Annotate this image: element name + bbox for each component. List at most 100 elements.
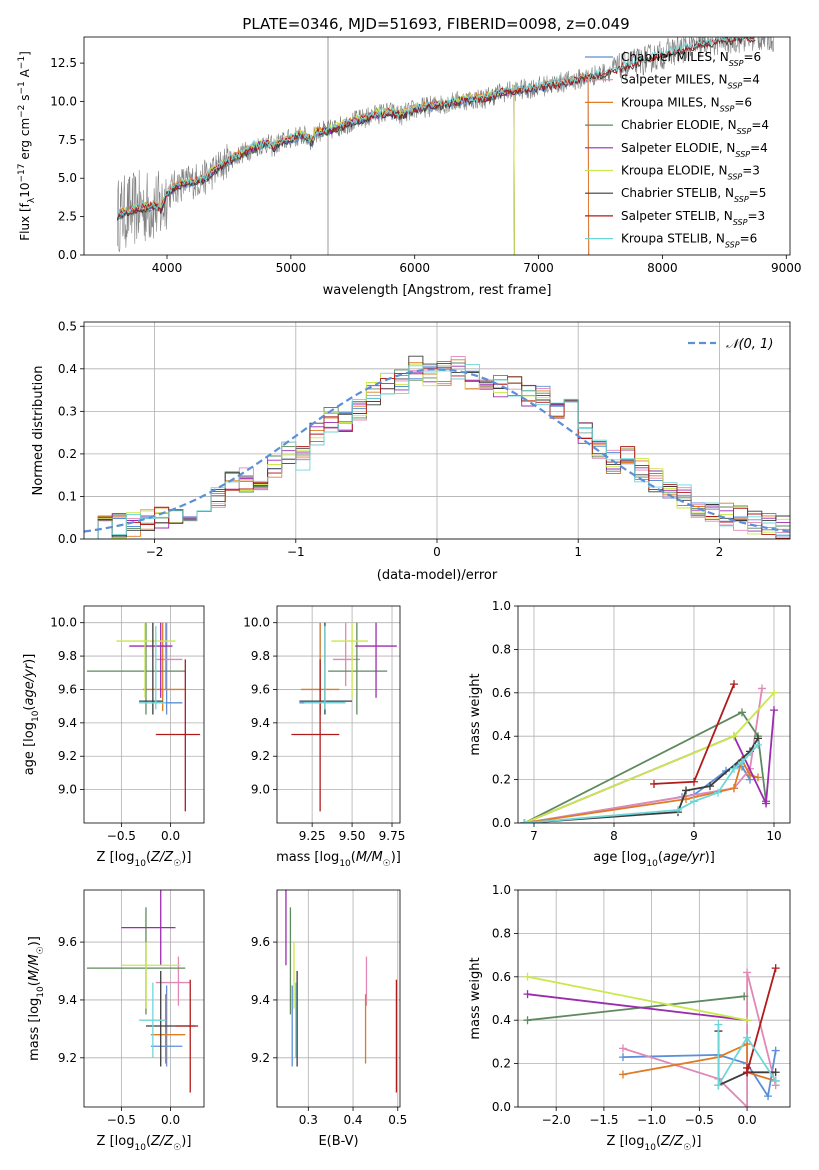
legend-entry: Kroupa MILES, NSSP=6 bbox=[621, 95, 752, 113]
label-part: Z [log bbox=[97, 850, 135, 865]
legend-entry: Salpeter ELODIE, NSSP=4 bbox=[621, 141, 768, 159]
x-tick-label: 0.4 bbox=[343, 1113, 362, 1127]
legend-text: Kroupa STELIB, N bbox=[621, 232, 725, 246]
legend-text: Chabrier ELODIE, N bbox=[621, 118, 737, 132]
y-tick-label: 2.5 bbox=[58, 210, 77, 224]
label-part: ( bbox=[658, 850, 663, 865]
x-tick-label: 2 bbox=[716, 545, 724, 559]
axes: −0.5 0.0 9.2 9.4 9.6 bbox=[58, 889, 205, 1127]
axes-frame bbox=[517, 889, 791, 1108]
y-tick-label: 7.5 bbox=[58, 133, 77, 147]
x-axis-label: mass [log10(M/M☉)] bbox=[276, 850, 401, 869]
y-tick-label: 0.5 bbox=[58, 319, 77, 333]
mass-weight-marker bbox=[771, 964, 780, 973]
mass-weight-marker bbox=[771, 1046, 780, 1055]
y-axis-label: Normed distribution bbox=[31, 366, 46, 496]
mass-weight-marker bbox=[682, 786, 690, 795]
label-part: 10 bbox=[31, 710, 41, 722]
grid bbox=[84, 606, 204, 823]
y-tick-label: 12.5 bbox=[50, 56, 77, 70]
y-tick-label: 0.2 bbox=[492, 1057, 511, 1071]
plot-area bbox=[520, 680, 778, 823]
label-part: ( bbox=[22, 706, 37, 711]
x-axis-label: Z [log10(Z/Z☉)] bbox=[607, 1134, 702, 1153]
label-part: )] bbox=[705, 850, 715, 865]
y-tick-label: 9.2 bbox=[58, 1051, 77, 1065]
y-tick-label: 0.8 bbox=[492, 926, 511, 940]
mass-weight-marker bbox=[743, 1033, 752, 1042]
legend-entry: Chabrier STELIB, NSSP=5 bbox=[621, 186, 766, 204]
mass-weight-marker bbox=[523, 972, 532, 981]
model-spectrum-line bbox=[116, 37, 753, 218]
label-part: ☉ bbox=[173, 1143, 181, 1153]
label-part: Z/Z bbox=[660, 1134, 684, 1149]
x-tick-label: −1 bbox=[287, 545, 305, 559]
legend-entry-normal: 𝒩(0, 1) bbox=[726, 337, 773, 352]
plot-area bbox=[84, 355, 790, 539]
y-tick-label: 0.1 bbox=[58, 489, 77, 503]
mass-weight-line bbox=[527, 995, 745, 1022]
y-tick-label: 9.2 bbox=[251, 1051, 270, 1065]
axes-frame bbox=[83, 36, 791, 256]
legend-text: Salpeter STELIB, N bbox=[621, 209, 733, 223]
label-part: )] bbox=[391, 850, 401, 865]
y-tick-label: 9.6 bbox=[58, 682, 77, 696]
legend-text: =6 bbox=[734, 95, 752, 109]
x-tick-label: 8000 bbox=[647, 261, 678, 275]
x-axis-label: Z [log10(Z/Z☉)] bbox=[97, 850, 192, 869]
y-axis-label-part: −2 bbox=[17, 105, 27, 118]
mass-weight-marker bbox=[743, 1016, 752, 1025]
y-axis-label-part: 10 bbox=[18, 183, 32, 198]
mass-weight-marker bbox=[754, 740, 762, 749]
label-part: ☉ bbox=[683, 1143, 691, 1153]
y-axis-label-part: A bbox=[18, 68, 32, 81]
label-part: Z/Z bbox=[150, 1134, 174, 1149]
age-vs-mass-panel: 9.25 9.50 9.75 9.0 9.2 9.4 9.6 9.8 10.0 mass [log… bbox=[243, 605, 405, 869]
y-tick-label: 1.0 bbox=[492, 599, 511, 613]
mass-weight-marker bbox=[771, 1068, 780, 1077]
y-tick-label: 0.0 bbox=[492, 816, 511, 830]
figure-title: PLATE=0346, MJD=51693, FIBERID=0098, z=0… bbox=[242, 15, 629, 33]
legend-sub: SSP bbox=[734, 195, 749, 204]
x-tick-label: 8 bbox=[610, 829, 618, 843]
y-tick-label: 9.0 bbox=[251, 783, 270, 797]
legend-text: Salpeter MILES, N bbox=[621, 73, 728, 87]
x-tick-label: 9.25 bbox=[299, 829, 326, 843]
legend-entry: Chabrier ELODIE, NSSP=4 bbox=[621, 118, 769, 136]
plot-area bbox=[523, 964, 780, 1107]
axes: 9.25 9.50 9.75 9.0 9.2 9.4 9.6 9.8 10.0 bbox=[243, 605, 405, 843]
mass-weight-marker bbox=[730, 680, 738, 689]
mass-weight-marker bbox=[714, 1081, 723, 1090]
label-part: ☉ bbox=[36, 946, 46, 954]
y-tick-label: 10.0 bbox=[50, 94, 77, 108]
mass-weight-marker bbox=[714, 788, 722, 797]
x-tick-label: 6000 bbox=[399, 261, 430, 275]
y-axis-label: mass weight bbox=[468, 673, 483, 755]
spectrum-panel: 4000 5000 6000 7000 8000 9000 0.0 2.5 5.0 7.5 10.0… bbox=[17, 36, 802, 298]
y-tick-label: 9.4 bbox=[58, 993, 77, 1007]
legend-text: =3 bbox=[742, 164, 760, 178]
x-tick-label: −2.0 bbox=[542, 1113, 571, 1127]
legend-text: Chabrier STELIB, N bbox=[621, 186, 734, 200]
x-tick-label: 0.5 bbox=[388, 1113, 407, 1127]
y-tick-label: 9.8 bbox=[251, 649, 270, 663]
x-tick-label: 9 bbox=[690, 829, 698, 843]
y-axis-label: mass [log10(M/M☉)] bbox=[27, 936, 46, 1061]
legend-text: Chabrier MILES, N bbox=[621, 50, 729, 64]
mass-weight-line bbox=[524, 688, 763, 823]
y-tick-label: 9.6 bbox=[251, 682, 270, 696]
legend-text: =6 bbox=[740, 232, 758, 246]
mass-weight-marker bbox=[764, 1092, 773, 1101]
x-tick-label: 5000 bbox=[276, 261, 307, 275]
y-axis-label-part: −17 bbox=[17, 164, 27, 183]
label-part: )] bbox=[181, 850, 191, 865]
y-axis-label-part: s bbox=[18, 95, 32, 105]
axes: 7 8 9 10 0.0 0.2 0.4 0.6 0.8 1.0 bbox=[492, 599, 791, 843]
legend-sub: SSP bbox=[729, 59, 744, 68]
legend-text: =6 bbox=[743, 50, 761, 64]
x-tick-label: 9.50 bbox=[339, 829, 366, 843]
label-part: )] bbox=[22, 654, 37, 664]
mass-weight-line bbox=[622, 972, 777, 1107]
